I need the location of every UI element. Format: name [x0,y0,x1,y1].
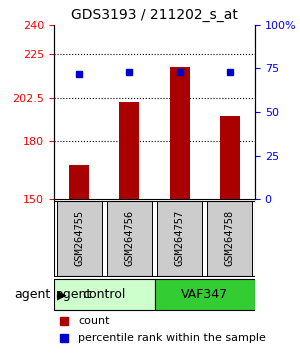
Bar [119,102,140,199]
Title: GDS3193 / 211202_s_at: GDS3193 / 211202_s_at [71,8,238,22]
FancyBboxPatch shape [56,201,102,275]
Text: agent: agent [55,288,91,301]
Text: VAF347: VAF347 [181,288,228,301]
FancyBboxPatch shape [107,201,152,275]
Text: GSM264757: GSM264757 [175,210,184,266]
Text: ▶: ▶ [57,288,67,301]
Bar [69,165,89,199]
FancyBboxPatch shape [54,279,154,310]
FancyBboxPatch shape [207,201,253,275]
Text: GSM264755: GSM264755 [74,210,84,266]
Bar [169,68,190,199]
Text: count: count [78,316,110,326]
Bar [220,116,240,199]
Text: control: control [82,288,126,301]
Text: GSM264758: GSM264758 [225,210,235,266]
Text: agent: agent [15,288,51,301]
FancyBboxPatch shape [154,279,255,310]
Text: GSM264756: GSM264756 [124,210,134,266]
FancyBboxPatch shape [157,201,202,275]
Text: percentile rank within the sample: percentile rank within the sample [78,333,266,343]
